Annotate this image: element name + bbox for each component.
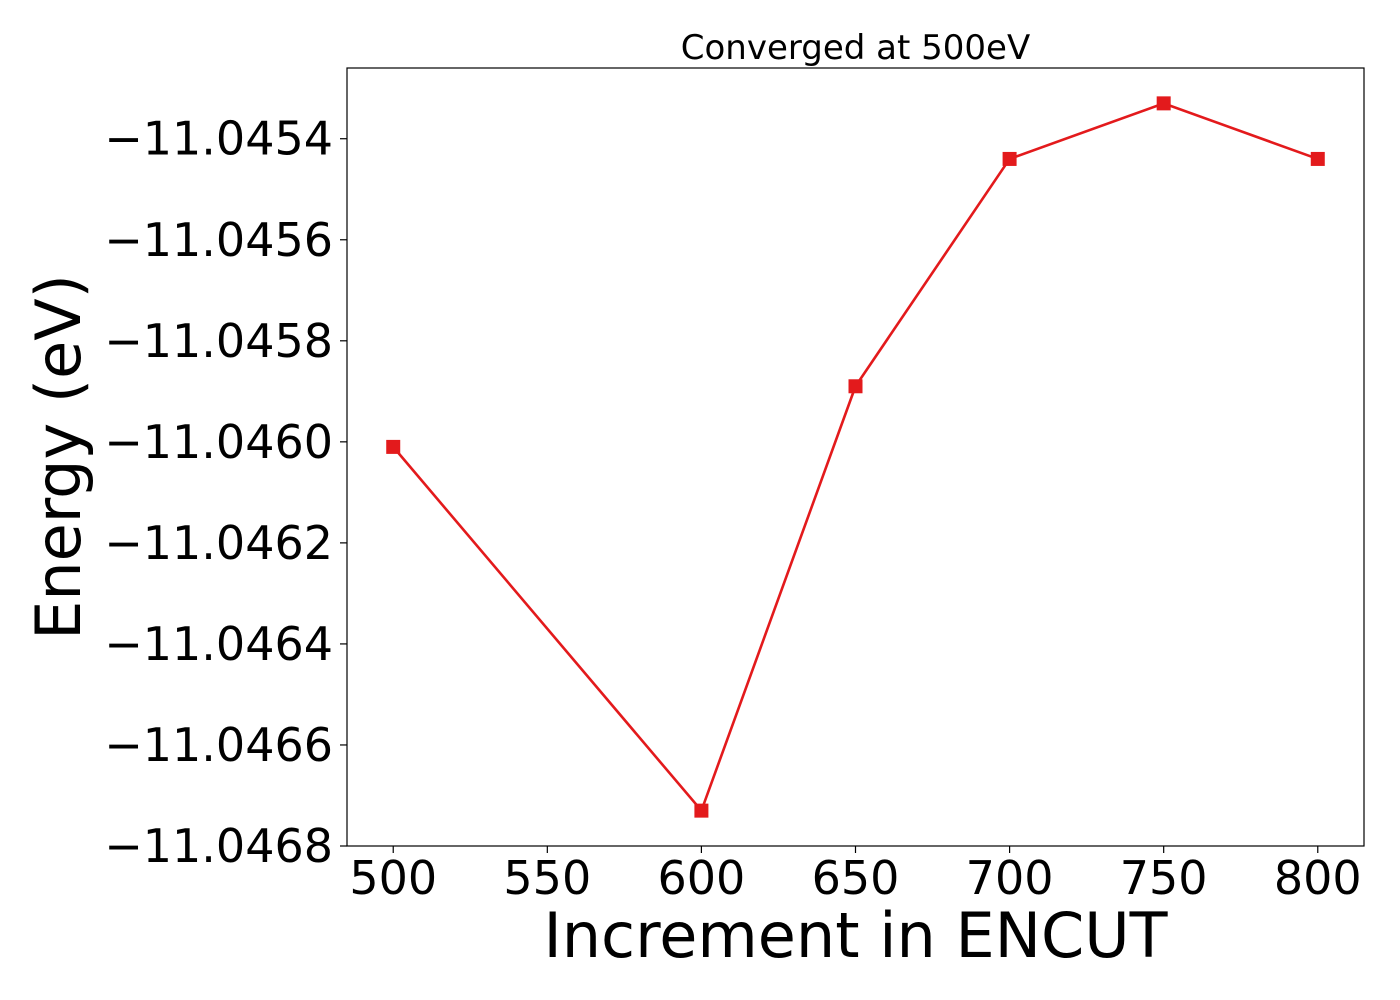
x-axis-label: Increment in ENCUT (543, 899, 1168, 972)
y-tick-label: −11.0468 (104, 819, 333, 873)
x-tick-label: 650 (812, 851, 900, 905)
x-tick-label: 800 (1274, 851, 1362, 905)
data-point-marker (848, 379, 863, 394)
series-line (392, 101, 1319, 814)
y-tick-label: −11.0466 (104, 718, 333, 772)
x-tick-label: 700 (966, 851, 1054, 905)
y-tick-label: −11.0458 (104, 314, 333, 368)
data-point-marker (1310, 151, 1325, 166)
data-point-marker (1002, 151, 1017, 166)
data-point-marker (694, 803, 709, 818)
series-layer (386, 96, 1325, 818)
data-point-marker (1156, 96, 1171, 111)
x-tick-label: 500 (349, 851, 437, 905)
chart-title: Converged at 500eV (681, 28, 1030, 68)
x-tick-label: 600 (658, 851, 746, 905)
ticks-layer: 500 550 600 650 700 750 800 −11.0468 −11.0466 −11… (104, 112, 1361, 905)
x-tick-label: 750 (1120, 851, 1208, 905)
data-point-marker (386, 439, 401, 454)
plot-area-frame (346, 67, 1365, 847)
y-tick-label: −11.0454 (104, 112, 333, 166)
y-tick-label: −11.0460 (104, 415, 333, 469)
y-tick-label: −11.0464 (104, 617, 333, 671)
y-tick-label: −11.0462 (104, 516, 333, 570)
y-tick-label: −11.0456 (104, 213, 333, 267)
y-axis-label: Energy (eV) (22, 274, 95, 640)
x-tick-label: 550 (503, 851, 591, 905)
